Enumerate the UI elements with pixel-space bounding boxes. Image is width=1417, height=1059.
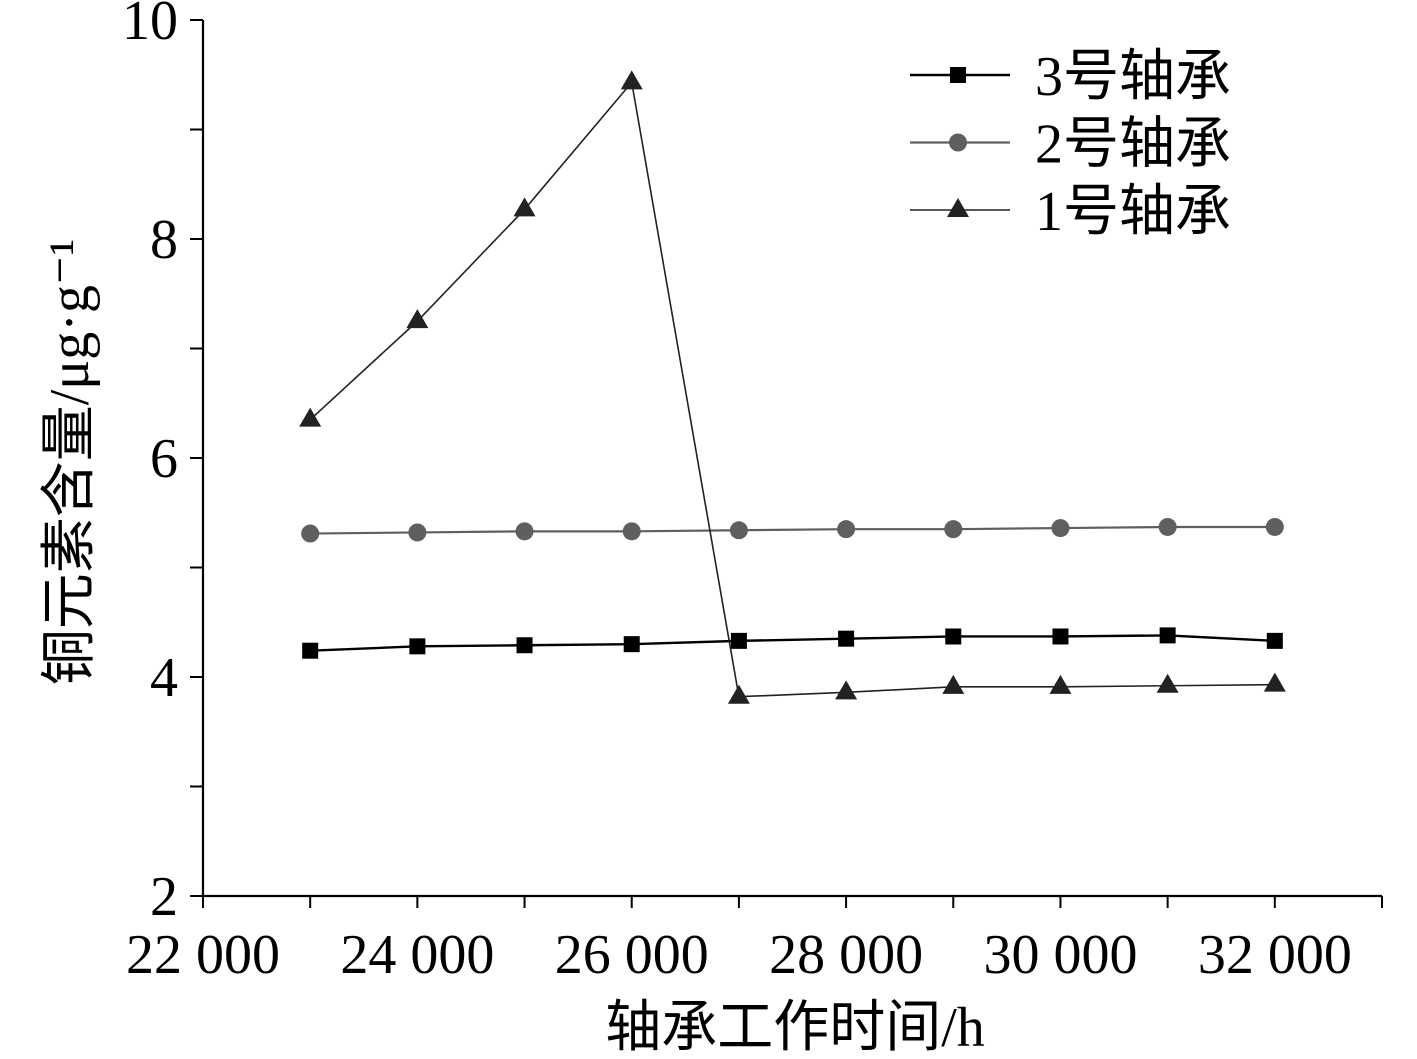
series-1-point-5 [730,632,747,649]
series-1-point-9 [1159,627,1176,644]
legend-entry-3: 1号轴承 [910,181,1231,243]
series-3-point-8 [1049,674,1072,694]
series-2-point-1 [301,524,320,543]
series-2 [301,517,1284,543]
series-2-point-9 [1158,517,1177,536]
series-3 [299,70,1286,704]
series-2-line [310,525,1275,535]
x-tick-label: 32 000 [1198,924,1352,986]
series-2-point-5 [729,521,748,540]
series-1-point-6 [838,630,855,647]
series-2-point-8 [1051,519,1070,538]
series-3-point-9 [1156,673,1179,693]
series-3-point-6 [835,680,858,700]
series-3-point-2 [406,309,429,329]
series-1-point-2 [409,638,426,655]
legend-label: 3号轴承 [1035,46,1231,108]
x-tick-label: 24 000 [340,924,494,986]
y-tick-label: 4 [150,647,178,709]
series-3-point-4 [620,70,643,90]
y-tick-label: 6 [150,428,178,490]
x-axis-title: 轴承工作时间/h [605,997,985,1059]
plot-area [299,70,1286,704]
series-1 [302,627,1283,659]
series-3-point-7 [942,674,965,694]
series-2-point-10 [1265,517,1284,536]
y-tick-label: 10 [122,0,178,52]
x-tick-label: 22 000 [126,924,280,986]
series-2-point-7 [944,520,963,539]
legend-entry-2: 2号轴承 [910,114,1231,176]
series-3-point-3 [513,197,536,217]
y-tick-label: 8 [150,209,178,271]
series-1-point-1 [302,642,319,659]
legend-label: 1号轴承 [1035,181,1231,243]
legend-entry-1: 3号轴承 [910,46,1231,108]
series-1-point-4 [623,636,640,653]
series-1-point-8 [1052,628,1069,645]
series-3-point-10 [1263,672,1286,692]
series-2-point-4 [622,522,641,541]
series-2-point-2 [408,523,427,542]
x-tick-label: 26 000 [555,924,709,986]
legend-marker [949,133,967,152]
series-3-point-1 [299,407,322,427]
series-3-line [309,80,1275,698]
series-1-line [310,634,1275,652]
x-tick-label: 30 000 [983,924,1137,986]
x-tick-label: 28 000 [769,924,923,986]
series-1-point-3 [516,637,533,654]
series-2-point-6 [837,520,856,539]
legend-marker [947,198,969,217]
y-tick-label: 2 [150,866,178,928]
axes: 22 000 24 000 26 000 28 000 30 000 32 000 2 4 6 8… [122,0,1383,986]
series-1-point-7 [945,628,962,645]
series-2-point-3 [515,522,534,541]
series-1-point-10 [1266,632,1283,649]
series-3-point-5 [727,684,750,704]
y-axis-title: 铜元素含量/μg·g⁻¹ [39,239,101,686]
legend-marker [950,67,966,83]
legend-label: 2号轴承 [1035,114,1231,176]
